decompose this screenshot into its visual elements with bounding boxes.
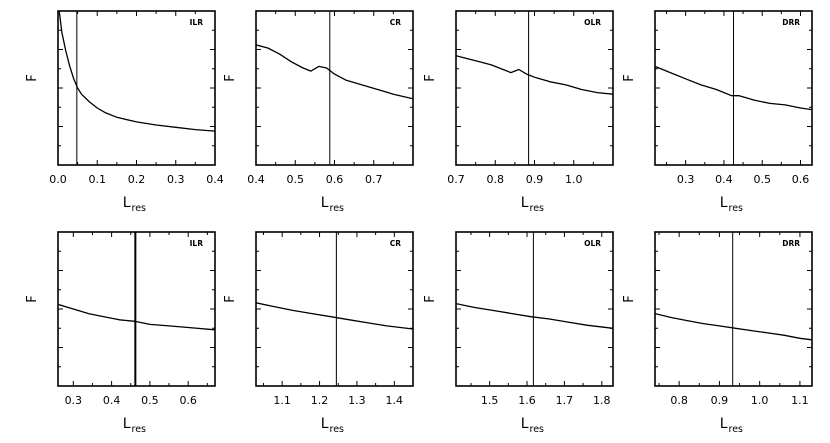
plot-frame [255,10,414,166]
series-line [456,302,613,329]
x-tick-label: 1.0 [565,173,583,186]
series-line [256,44,413,100]
panel-7: 1.5 1.6 1.7 1.8 OLR F L res [423,231,614,435]
x-tick-label: 0.1 [89,173,107,186]
plot-frame [654,231,813,387]
x-tick-label: 0.8 [487,173,505,186]
x-tick-label: 0.4 [715,173,733,186]
resonance-label: OLR [584,239,601,248]
resonance-label: OLR [584,18,601,27]
y-axis-label: F [622,74,637,81]
x-tick-label: 1.6 [518,394,536,407]
x-tick-label: 0.4 [247,173,265,186]
panel-3: 0.7 0.8 0.9 1.0 OLR F L res [423,10,614,214]
x-axis-label-subscript: res [729,203,744,214]
x-tick-label: 0.4 [103,394,121,407]
x-tick-label: 1.3 [348,394,366,407]
series-line [456,55,613,95]
x-tick-label: 1.8 [593,394,611,407]
x-tick-label: 0.5 [287,173,305,186]
x-tick-label: 1.2 [311,394,329,407]
x-axis-label-subscript: res [132,424,147,435]
x-tick-label: 1.4 [386,394,404,407]
resonance-label: CR [390,239,402,248]
plot-frame [57,10,216,166]
x-axis-label-subscript: res [132,203,147,214]
panel-8: 0.8 0.9 1.0 1.1 DRR F L res [622,231,813,435]
y-axis-label: F [223,295,238,302]
x-tick-label: 0.6 [326,173,344,186]
x-tick-label: 0.6 [179,394,197,407]
plot-frame [455,10,614,166]
x-tick-label: 1.0 [751,394,769,407]
x-axis-label: L [123,416,131,432]
x-tick-label: 0.7 [365,173,383,186]
series-line [58,303,215,331]
y-axis-label: F [25,295,40,302]
x-tick-label: 0.9 [711,394,729,407]
x-tick-label: 0.0 [49,173,67,186]
y-axis-label: F [423,74,438,81]
plot-frame [255,231,414,387]
x-tick-label: 0.7 [447,173,465,186]
resonance-label: CR [390,18,402,27]
x-axis-label: L [123,195,131,211]
panel-1: 0.0 0.1 0.2 0.3 0.4 ILR F L res [25,10,224,214]
x-tick-label: 0.8 [670,394,688,407]
x-axis-label-subscript: res [330,424,345,435]
x-tick-label: 0.5 [753,173,771,186]
x-axis-label: L [720,195,728,211]
x-axis-label-subscript: res [530,424,545,435]
resonance-label: DRR [782,239,800,248]
series-line [655,65,812,111]
y-axis-label: F [622,295,637,302]
series-line [256,302,413,330]
y-axis-label: F [25,74,40,81]
resonance-label: DRR [782,18,800,27]
x-axis-label: L [321,195,329,211]
x-axis-label-subscript: res [330,203,345,214]
x-tick-label: 0.2 [128,173,146,186]
x-tick-label: 0.3 [167,173,185,186]
y-axis-label: F [223,74,238,81]
plot-frame [57,231,216,387]
panel-4: 0.3 0.4 0.5 0.6 DRR F L res [622,10,813,214]
resonance-label: ILR [190,18,204,27]
series-line [655,312,812,341]
x-tick-label: 1.1 [791,394,809,407]
x-tick-label: 0.6 [792,173,810,186]
x-tick-label: 1.7 [556,394,574,407]
panel-5: 0.3 0.4 0.5 0.6 ILR F L res [25,231,216,435]
x-axis-label-subscript: res [530,203,545,214]
x-axis-label: L [321,416,329,432]
plot-frame [455,231,614,387]
x-tick-label: 0.3 [65,394,83,407]
x-tick-label: 0.4 [206,173,224,186]
series-line [58,11,215,132]
x-axis-label: L [521,195,529,211]
x-axis-label: L [521,416,529,432]
resonance-label: ILR [190,239,204,248]
x-tick-label: 1.5 [481,394,499,407]
x-axis-label-subscript: res [729,424,744,435]
x-tick-label: 1.1 [273,394,291,407]
panel-6: 1.1 1.2 1.3 1.4 CR F L res [223,231,414,435]
x-tick-label: 0.3 [677,173,695,186]
y-axis-label: F [423,295,438,302]
x-tick-label: 0.9 [526,173,544,186]
panel-2: 0.4 0.5 0.6 0.7 CR F L res [223,10,414,214]
x-tick-label: 0.5 [141,394,159,407]
x-axis-label: L [720,416,728,432]
